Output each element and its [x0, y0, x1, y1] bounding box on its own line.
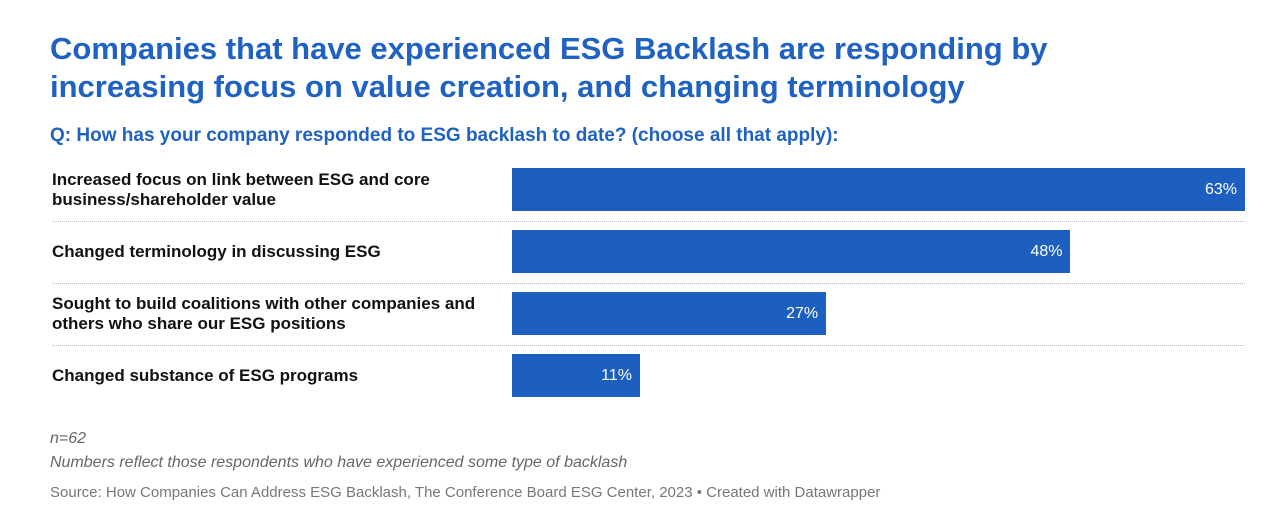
value-label: 11%	[601, 367, 632, 384]
separator	[52, 345, 1245, 346]
note: n=62	[50, 430, 87, 447]
note: Numbers reflect those respondents who ha…	[50, 454, 628, 471]
category-label: Sought to build coalitions with other co…	[52, 293, 476, 333]
bar: 63%	[512, 168, 1245, 211]
chart-subtitle: Q: How has your company responded to ESG…	[50, 125, 839, 146]
bar: 27%	[512, 292, 827, 335]
chart-title: Companies that have experienced ESG Back…	[50, 31, 1048, 104]
category-label: Changed substance of ESG programs	[52, 365, 359, 385]
bar: 48%	[512, 230, 1071, 273]
separator	[52, 283, 1245, 284]
category-label: Increased focus on link between ESG and …	[52, 169, 430, 209]
category-label: Changed terminology in discussing ESG	[52, 241, 381, 261]
value-label: 48%	[1030, 243, 1063, 260]
source: Source: How Companies Can Address ESG Ba…	[50, 484, 881, 501]
bar: 11%	[512, 354, 640, 397]
separator	[52, 221, 1245, 222]
value-label: 27%	[786, 305, 819, 322]
value-label: 63%	[1204, 181, 1237, 198]
